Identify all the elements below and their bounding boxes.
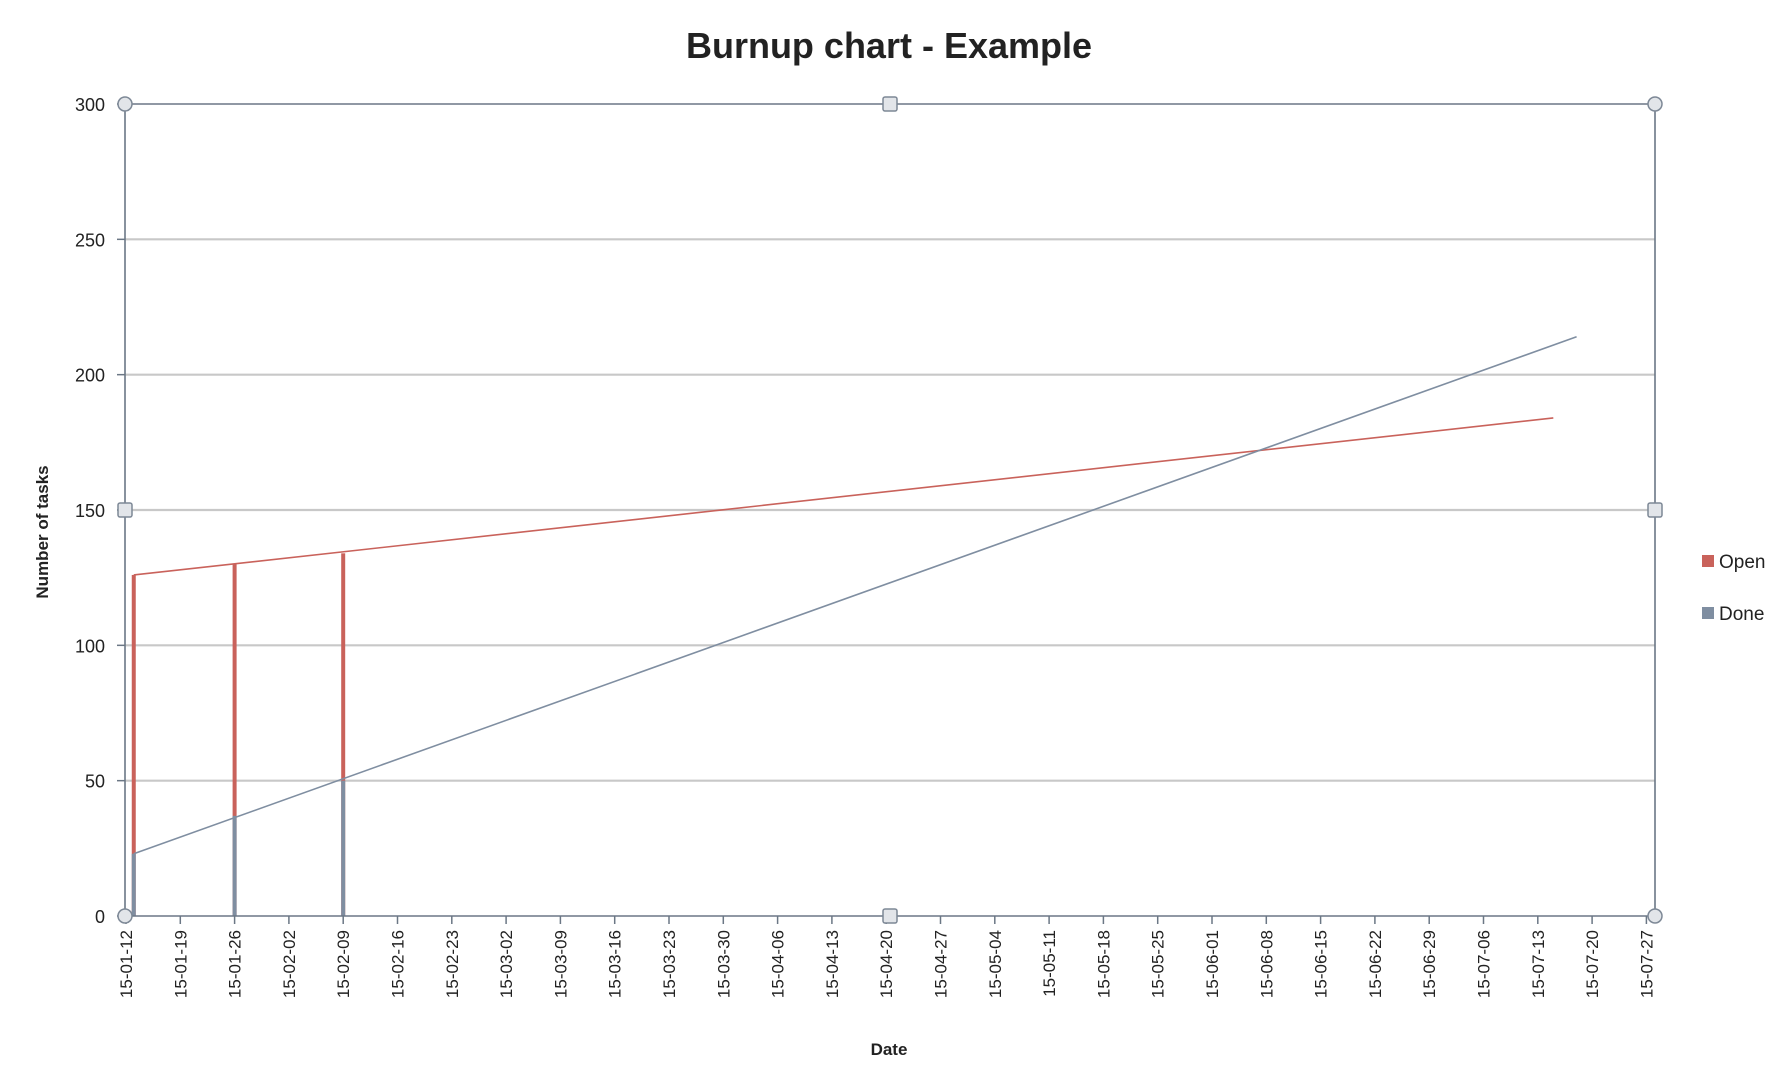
resize-handle-br — [1647, 908, 1663, 924]
resize-handle-bottom — [882, 908, 898, 924]
x-ticks-layer: 15-01-12 15-01-19 15-01-26 15-02-02 15-02-09… — [117, 916, 1656, 998]
y-tick-label-250: 250 — [75, 230, 105, 250]
y-tick-label-150: 150 — [75, 501, 105, 521]
handles-layer — [117, 96, 1663, 924]
x-tick-label-15-05-18: 15-05-18 — [1094, 930, 1113, 998]
x-tick-label-15-01-12: 15-01-12 — [117, 930, 136, 998]
trend-line-done — [133, 336, 1577, 855]
y-tick-label-300: 300 — [75, 95, 105, 115]
y-axis-label: Number of tasks — [33, 465, 52, 598]
x-tick-label-15-03-23: 15-03-23 — [660, 930, 679, 998]
x-tick-label-15-02-23: 15-02-23 — [443, 930, 462, 998]
bar-open-3 — [341, 553, 346, 916]
x-tick-label-15-06-01: 15-06-01 — [1203, 930, 1222, 998]
legend-label-open: Open — [1719, 552, 1765, 573]
resize-handle-right — [1647, 502, 1663, 518]
x-tick-label-15-07-06: 15-07-06 — [1475, 930, 1494, 998]
legend-swatch-done — [1702, 607, 1714, 619]
x-tick-label-15-02-09: 15-02-09 — [334, 930, 353, 998]
x-tick-label-15-05-25: 15-05-25 — [1149, 930, 1168, 998]
x-axis-label: Date — [871, 1040, 908, 1059]
x-tick-label-15-04-27: 15-04-27 — [932, 930, 951, 998]
y-tick-label-100: 100 — [75, 636, 105, 656]
chart-title: Burnup chart - Example — [686, 25, 1092, 66]
x-tick-label-15-06-22: 15-06-22 — [1366, 930, 1385, 998]
legend-swatch-open — [1702, 555, 1714, 567]
bar-done-1 — [131, 853, 136, 916]
x-tick-label-15-01-26: 15-01-26 — [226, 930, 245, 998]
resize-handle-bl — [117, 908, 133, 924]
x-tick-label-15-07-13: 15-07-13 — [1529, 930, 1548, 998]
y-tick-label-50: 50 — [85, 772, 105, 792]
x-tick-label-15-06-08: 15-06-08 — [1257, 930, 1276, 998]
trend-layer — [133, 336, 1577, 855]
x-tick-label-15-04-13: 15-04-13 — [823, 930, 842, 998]
x-tick-label-15-03-09: 15-03-09 — [551, 930, 570, 998]
x-tick-label-15-05-04: 15-05-04 — [986, 930, 1005, 998]
x-tick-label-15-03-02: 15-03-02 — [497, 930, 516, 998]
trend-line-open — [133, 417, 1554, 576]
bars-layer — [131, 553, 346, 916]
x-tick-label-15-03-30: 15-03-30 — [714, 930, 733, 998]
x-tick-label-15-05-11: 15-05-11 — [1040, 930, 1059, 997]
resize-handle-left — [117, 502, 133, 518]
resize-handle-tl — [117, 96, 133, 112]
y-ticks-layer: 0 50 100 150 200 250 300 — [75, 95, 125, 927]
resize-handle-tr — [1647, 96, 1663, 112]
resize-handle-top — [882, 96, 898, 112]
grid-layer — [125, 238, 1655, 782]
bar-open-2 — [232, 564, 237, 916]
x-tick-label-15-06-29: 15-06-29 — [1420, 930, 1439, 998]
x-tick-label-15-04-06: 15-04-06 — [769, 930, 788, 998]
x-tick-label-15-02-02: 15-02-02 — [280, 930, 299, 998]
bar-done-3 — [341, 780, 346, 916]
x-tick-label-15-07-27: 15-07-27 — [1637, 930, 1656, 998]
x-tick-label-15-02-16: 15-02-16 — [389, 930, 408, 998]
x-tick-label-15-03-16: 15-03-16 — [606, 930, 625, 998]
y-tick-label-200: 200 — [75, 366, 105, 386]
x-tick-label-15-01-19: 15-01-19 — [171, 930, 190, 998]
bar-open-1 — [131, 574, 136, 916]
y-tick-label-0: 0 — [95, 907, 105, 927]
bar-done-2 — [232, 815, 237, 916]
x-tick-label-15-06-15: 15-06-15 — [1312, 930, 1331, 998]
x-tick-label-15-04-20: 15-04-20 — [877, 930, 896, 998]
x-tick-label-15-07-20: 15-07-20 — [1583, 930, 1602, 998]
legend-layer: Open Done — [1702, 552, 1765, 625]
legend-label-done: Done — [1719, 604, 1764, 625]
